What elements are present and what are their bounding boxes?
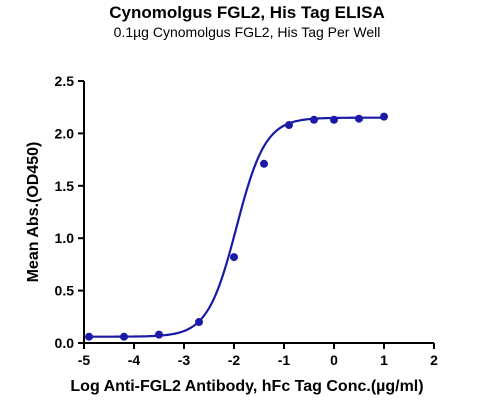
data-point (85, 332, 93, 341)
fit-curve (89, 116, 384, 338)
data-point (230, 253, 238, 262)
data-point (380, 112, 388, 121)
x-axis-label: Log Anti-FGL2 Antibody, hFc Tag Conc.(µg… (70, 378, 423, 395)
data-point (355, 114, 363, 123)
x-tick-label: -2 (228, 352, 241, 368)
x-tick-label: -1 (278, 352, 291, 368)
x-tick-label: 1 (380, 352, 388, 368)
x-tick-label: -3 (178, 352, 191, 368)
y-tick-label: 0.5 (55, 283, 75, 299)
x-axis-ticks: -5 -4 -3 -2 -1 0 1 2 (78, 343, 438, 368)
y-tick-label: 2.5 (55, 73, 75, 89)
data-point (260, 159, 268, 168)
y-tick-label: 0.0 (55, 335, 75, 351)
x-tick-label: 0 (330, 352, 338, 368)
data-points (85, 112, 388, 341)
x-tick-label: -5 (78, 352, 91, 368)
y-axis-ticks: 0.0 0.5 1.0 1.5 2.0 2.5 (55, 73, 84, 351)
x-tick-label: -4 (128, 352, 141, 368)
chart-title: Cynomolgus FGL2, His Tag ELISA (109, 3, 385, 22)
chart-subtitle: 0.1µg Cynomolgus FGL2, His Tag Per Well (114, 24, 381, 40)
y-tick-label: 1.5 (55, 178, 75, 194)
data-point (195, 318, 203, 327)
x-tick-label: 2 (430, 352, 438, 368)
data-point (330, 115, 338, 124)
y-axis-label: Mean Abs.(OD450) (25, 142, 42, 283)
data-point (120, 332, 128, 341)
y-tick-label: 1.0 (55, 230, 75, 246)
data-point (310, 115, 318, 124)
data-point (155, 330, 163, 339)
y-tick-label: 2.0 (55, 125, 75, 141)
data-point (285, 121, 293, 130)
